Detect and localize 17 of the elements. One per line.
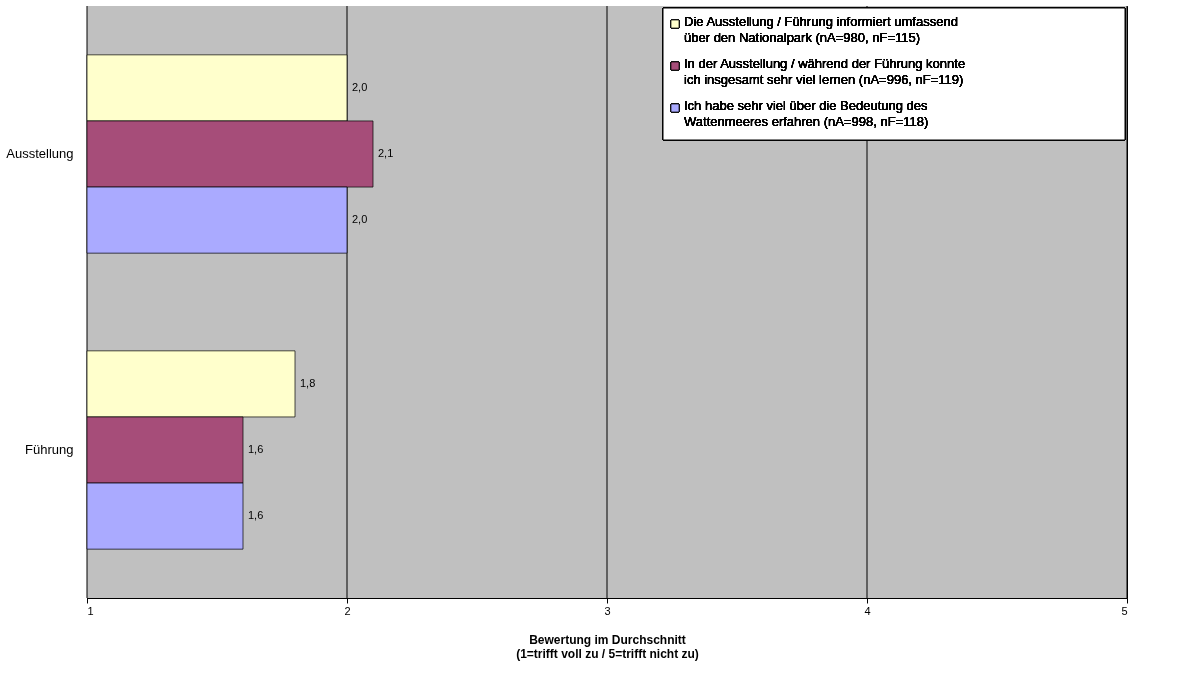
x-tick-label: 3 — [604, 604, 611, 617]
data-label: 2,0 — [352, 80, 368, 93]
y-tick-label: Führung — [25, 442, 74, 457]
x-tick-label: 5 — [1121, 604, 1128, 617]
legend-label: In der Ausstellung / während der Führung konnte ich insgesamt sehr viel lernen (nA=996, nF=119) — [684, 56, 966, 87]
data-label: 2,1 — [378, 147, 394, 159]
legend-label: Die Ausstellung / Führung informiert umfassend über den Nationalpark (nA=980, nF=115) — [684, 14, 958, 45]
data-label: 1,8 — [300, 376, 316, 389]
x-tick-label: 1 — [87, 604, 94, 617]
data-label: 2,0 — [352, 213, 368, 226]
data-label: 1,6 — [248, 443, 264, 455]
x-axis-title: Bewertung im Durchschnitt (1=trifft voll zu / 5=trifft nicht zu) — [516, 632, 699, 661]
x-tick-label: 4 — [864, 604, 871, 617]
y-tick-label: Ausstellung — [6, 146, 74, 161]
legend-label: Ich habe sehr viel über die Bedeutung des Wattenmeeres erfahren (nA=998, nF=118) — [684, 98, 929, 129]
data-label: 1,6 — [248, 509, 264, 522]
x-tick-label: 2 — [344, 604, 351, 617]
